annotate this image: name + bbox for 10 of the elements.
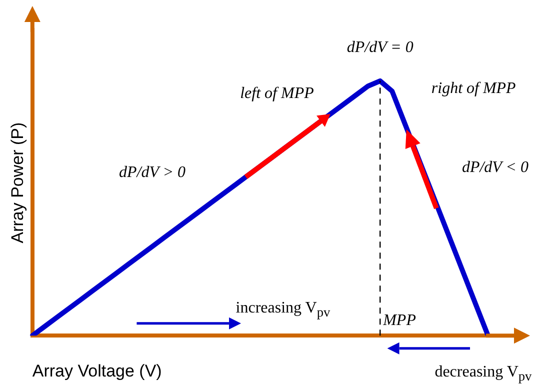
text: dP/dV = 0 (346, 38, 414, 57)
annotation: right of MPP (431, 80, 516, 98)
text: decreasing V$_{pv}$ (434, 363, 532, 384)
annotation: dP/dV > 0 (119, 164, 186, 182)
text: MPP (383, 312, 416, 329)
x-axis-title: Array Voltage (V) (32, 361, 162, 380)
annotation: left of MPP (240, 84, 314, 103)
annotation: increasing V$_{pv}$ (236, 300, 330, 321)
y-axis-title: Array Power (P) (8, 122, 27, 244)
annotation: dP/dV < 0 (462, 158, 528, 177)
